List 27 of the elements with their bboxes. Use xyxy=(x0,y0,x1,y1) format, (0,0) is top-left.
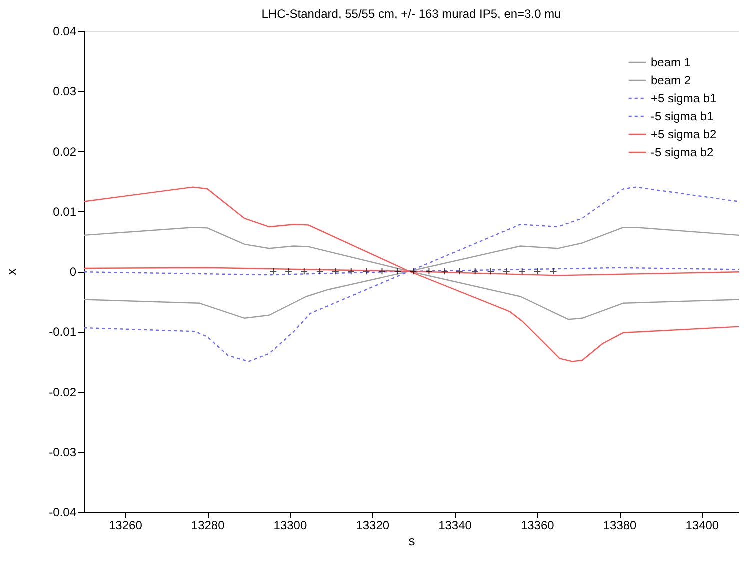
x-tick-label: 13300 xyxy=(274,518,308,532)
x-tick-label: 13400 xyxy=(686,518,720,532)
x-tick-label: 13260 xyxy=(109,518,143,532)
legend-label: +5 sigma b2 xyxy=(651,128,718,142)
legend-label: beam 2 xyxy=(651,74,692,88)
y-tick-label: 0.03 xyxy=(53,84,77,99)
x-tick-label: 13340 xyxy=(438,518,472,532)
y-axis-title: x xyxy=(4,268,20,276)
y-tick-label: 0.02 xyxy=(53,144,77,159)
x-tick-label: 13360 xyxy=(520,518,555,532)
legend-label: -5 sigma b1 xyxy=(651,110,714,124)
chart-title: LHC-Standard, 55/55 cm, +/- 163 murad IP5, en=3.0 mu xyxy=(262,7,562,21)
y-tick-label: 0 xyxy=(70,265,77,279)
y-tick-label: -0.02 xyxy=(49,385,77,400)
legend-label: beam 1 xyxy=(651,56,692,70)
legend-label: +5 sigma b1 xyxy=(651,92,718,106)
line-series xyxy=(84,186,739,362)
x-tick-label: 13380 xyxy=(603,518,638,532)
y-tick-label: -0.01 xyxy=(49,325,77,340)
y-tick-label: 0.01 xyxy=(53,204,77,219)
x-tick-label: 13320 xyxy=(356,518,390,532)
legend-label: -5 sigma b2 xyxy=(651,146,714,160)
y-tick-label: -0.04 xyxy=(49,506,77,520)
y-tick-label: -0.03 xyxy=(49,445,77,460)
x-tick-label: 13280 xyxy=(191,518,226,532)
x-axis-title: s xyxy=(408,534,416,548)
y-tick-label: 0.04 xyxy=(53,24,77,38)
